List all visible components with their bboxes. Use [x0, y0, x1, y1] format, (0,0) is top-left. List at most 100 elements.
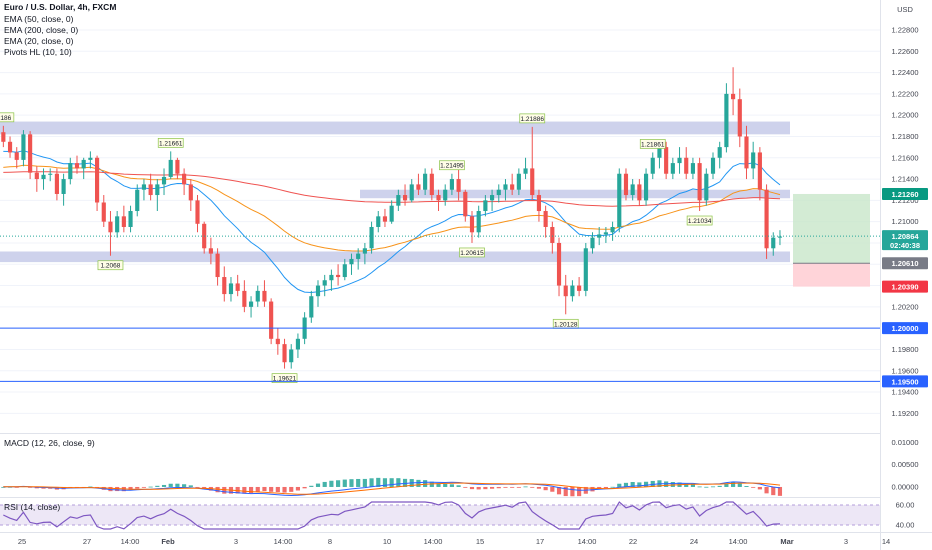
candle-60 — [402, 184, 408, 206]
legend-ema200[interactable]: EMA (200, close, 0) — [4, 25, 78, 35]
candle-67 — [449, 173, 454, 196]
macd-hist-16 — [108, 486, 113, 492]
candle-body-96 — [643, 173, 649, 201]
pivot-label-7: 1.21861 — [641, 141, 665, 148]
candle-body-86 — [577, 285, 582, 291]
candle-body-2 — [14, 152, 19, 160]
candle-body-116 — [777, 236, 783, 238]
candle-body-102 — [684, 157, 689, 174]
horizontal-levels[interactable] — [0, 235, 880, 382]
price-tick-6: 1.21600 — [891, 153, 918, 162]
candle-38 — [255, 285, 260, 307]
time-tick-5: 14:00 — [274, 537, 293, 546]
pivot-label-3: 1.21495 — [440, 163, 464, 170]
currency-label[interactable]: USD — [897, 5, 913, 14]
price-tick-3: 1.22200 — [891, 89, 918, 98]
candle-body-28 — [188, 184, 193, 201]
time-tick-9: 15 — [476, 537, 484, 546]
macd-hist-107 — [717, 485, 722, 487]
macd-hist-92 — [617, 483, 622, 487]
legend-ema50[interactable]: EMA (50, close, 0) — [4, 14, 74, 24]
candle-93 — [623, 168, 629, 201]
candle-body-39 — [262, 290, 267, 302]
macd-hist-114 — [764, 486, 769, 494]
candle-96 — [643, 168, 649, 206]
candle-body-100 — [670, 163, 675, 174]
time-tick-13: 24 — [690, 537, 698, 546]
time-tick-0: 25 — [18, 537, 26, 546]
macd-hist-63 — [423, 480, 428, 487]
candle-body-88 — [590, 237, 595, 249]
candle-32 — [215, 248, 220, 286]
candle-85 — [570, 280, 575, 302]
candle-65 — [436, 189, 441, 212]
rsi-legend[interactable]: RSI (14, close) — [4, 502, 60, 512]
candle-body-21 — [141, 184, 147, 190]
candle-51 — [342, 258, 347, 281]
legend-pivots[interactable]: Pivots HL (10, 10) — [4, 47, 72, 57]
macd-hist-108 — [724, 483, 729, 487]
macd-hist-116 — [777, 486, 783, 496]
macd-hist-82 — [550, 486, 555, 492]
candle-body-89 — [597, 234, 602, 238]
macd-hist-32 — [215, 486, 220, 493]
price-tick-9: 1.21000 — [891, 217, 918, 226]
macd-hist-111 — [744, 486, 749, 487]
candle-body-79 — [530, 168, 535, 196]
candle-body-107 — [717, 147, 722, 158]
candle-body-48 — [322, 280, 327, 286]
macd-hist-88 — [590, 486, 595, 492]
symbol-title[interactable]: Euro / U.S. Dollar, 4h, FXCM — [4, 2, 116, 12]
stop-loss-tag-bg — [882, 280, 928, 293]
candle-body-50 — [336, 274, 341, 278]
candle-5 — [34, 166, 39, 192]
macd-hist-24 — [161, 484, 167, 487]
macd-hist-43 — [289, 486, 294, 492]
candle-47 — [315, 280, 321, 307]
time-tick-6: 8 — [328, 537, 332, 546]
ema20-line — [3, 150, 781, 294]
legend-ema20[interactable]: EMA (20, close, 0) — [4, 36, 74, 46]
candle-23 — [155, 179, 160, 212]
candle-body-25 — [168, 159, 173, 177]
rsi-tick-0: 60.00 — [896, 501, 915, 510]
macd-hist-59 — [396, 478, 401, 487]
macd-hist-102 — [684, 483, 689, 487]
macd-hist-40 — [269, 486, 274, 492]
macd-hist-93 — [623, 482, 629, 487]
time-axis-ticks[interactable]: 25 27 14:00 Feb 3 14:00 8 10 14:00 15 17 14:00 22 24 1… — [18, 537, 890, 546]
candle-94 — [630, 179, 635, 201]
macd-hist-53 — [356, 478, 361, 487]
rsi-band — [0, 505, 880, 525]
rsi-pane: 60.00 40.00 — [0, 501, 914, 530]
candle-body-23 — [155, 184, 160, 196]
time-tick-12: 22 — [629, 537, 637, 546]
macd-hist-115 — [771, 486, 776, 496]
candle-body-95 — [637, 184, 642, 201]
candle-body-80 — [536, 195, 542, 212]
time-tick-2: 14:00 — [121, 537, 140, 546]
macd-legend[interactable]: MACD (12, 26, close, 9) — [4, 438, 95, 448]
candle-15 — [101, 195, 106, 227]
time-tick-17: 14 — [882, 537, 890, 546]
candle-18 — [121, 205, 126, 233]
candle-7 — [48, 168, 53, 182]
macd-signal-line — [3, 482, 781, 495]
candle-body-6 — [41, 174, 46, 180]
macd-hist-29 — [195, 486, 200, 488]
macd-hist-79 — [530, 486, 535, 488]
pivot-5: 1.21886 — [519, 113, 546, 124]
long-position-tool[interactable] — [793, 193, 870, 287]
pivot-label-2: 1.2068 — [101, 263, 121, 270]
candle-body-82 — [550, 226, 555, 243]
pivot-0: 1.2186 — [0, 112, 15, 123]
pivot-6: 1.20128 — [552, 318, 579, 329]
candle-body-73 — [490, 195, 495, 201]
macd-hist-38 — [255, 486, 260, 492]
take-profit-tag-bg — [882, 187, 928, 200]
pivot-7: 1.21861 — [639, 139, 666, 149]
candle-25 — [168, 151, 173, 180]
candle-84 — [563, 274, 568, 315]
candle-body-104 — [697, 163, 702, 201]
